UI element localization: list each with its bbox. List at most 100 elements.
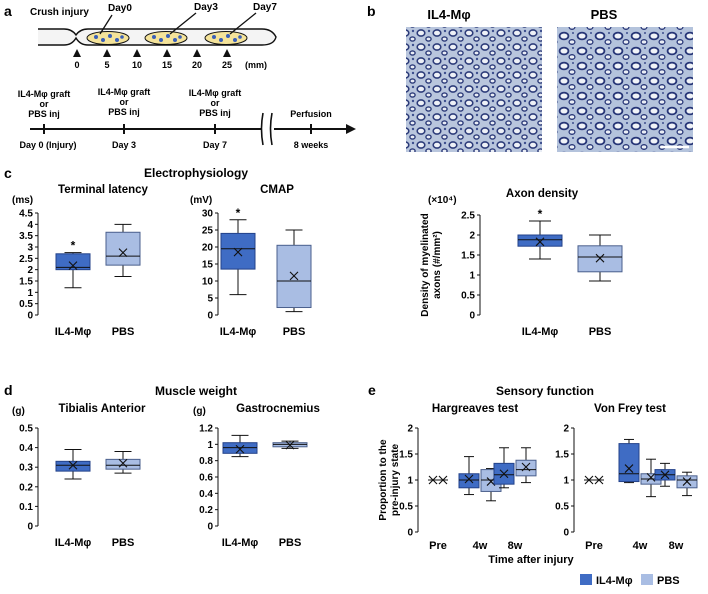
micrograph-il4	[406, 27, 542, 152]
axis-unit-label: (g)	[193, 406, 206, 417]
y-tick-label: 0	[207, 522, 213, 533]
significance-star: *	[538, 207, 543, 221]
axis-unit-label: (mV)	[190, 195, 212, 206]
y-axis-label: pre-injury state	[390, 443, 401, 516]
mean-marker	[438, 475, 448, 485]
y-tick-label: 0.4	[19, 443, 33, 454]
y-tick-label: 2.5	[461, 211, 475, 222]
y-tick-label: 20	[202, 243, 214, 254]
chart-von-frey: Von Frey test 0 0.5 1 1.5 2 Pre 4w 8w	[555, 403, 698, 552]
y-tick-label: 0.5	[461, 291, 475, 302]
chart-title: Hargreaves test	[432, 403, 518, 415]
y-tick-label: 0.5	[19, 299, 33, 310]
graft-sites	[86, 31, 248, 45]
panel-label-c: c	[4, 165, 12, 181]
chart-hargreaves: Hargreaves test 0 0.5 1 1.5 2 Proportion to th…	[378, 403, 575, 566]
event-day: Day 0 (Injury)	[19, 140, 76, 150]
x-category-label: IL4-Mφ	[55, 537, 92, 549]
x-category-label: Pre	[585, 540, 603, 552]
event-line: or	[211, 98, 220, 108]
y-axis-label: axons (#/mm²)	[432, 231, 443, 299]
x-category-label: IL4-Mφ	[222, 537, 259, 549]
mean-marker	[584, 475, 594, 485]
mean-marker	[464, 474, 474, 484]
y-tick-label: 0	[27, 522, 33, 533]
legend-label-il4: IL4-Mφ	[596, 575, 633, 587]
y-tick-label: 1.5	[19, 277, 33, 288]
timeline-break	[260, 112, 273, 146]
mean-marker	[285, 440, 295, 450]
box-iqr	[458, 473, 480, 489]
legend-label-pbs: PBS	[657, 575, 680, 587]
panel-label-b: b	[367, 3, 376, 19]
y-tick-label: 2	[469, 231, 475, 242]
chart-title: Terminal latency	[58, 184, 149, 196]
x-category-label: PBS	[112, 537, 135, 549]
x-category-label: PBS	[112, 326, 135, 338]
y-tick-label: 10	[202, 277, 214, 288]
panel-label-e: e	[368, 382, 376, 398]
mm-tick: 25	[222, 60, 232, 70]
y-tick-label: 1	[469, 271, 475, 282]
legend: IL4-Mφ PBS	[580, 574, 680, 587]
x-category-label: IL4-Mφ	[220, 326, 257, 338]
event-line: IL4-Mφ graft	[98, 87, 150, 97]
y-tick-label: 0	[563, 528, 569, 539]
event-line: or	[40, 99, 49, 109]
section-title-muscle: Muscle weight	[155, 384, 237, 398]
y-tick-label: 0.5	[555, 502, 569, 513]
y-tick-label: 0	[207, 311, 213, 322]
nerve-schematic: Crush injury Day0 Day3 Day7	[30, 2, 277, 70]
mean-marker	[624, 464, 634, 473]
box-iqr	[55, 253, 91, 271]
section-title-electro: Electrophysiology	[144, 166, 248, 180]
y-tick-label: 30	[202, 209, 214, 220]
y-tick-label: 5	[207, 294, 213, 305]
injection-needles	[99, 12, 257, 35]
chart-title: CMAP	[260, 184, 294, 196]
mean-marker	[118, 248, 128, 258]
y-tick-label: 0.5	[399, 502, 413, 513]
section-title-sensory: Sensory function	[496, 384, 594, 398]
y-tick-label: 0	[469, 311, 475, 322]
panel-label-a: a	[4, 3, 12, 19]
y-tick-label: 0	[27, 311, 33, 322]
y-tick-label: 2	[563, 424, 569, 435]
y-tick-label: 0	[407, 528, 413, 539]
x-category-label: PBS	[283, 326, 306, 338]
x-category-label: IL4-Mφ	[55, 326, 92, 338]
event-day: Day 3	[112, 140, 136, 150]
mean-marker	[521, 462, 531, 472]
axis-unit-label: (g)	[12, 406, 25, 417]
y-tick-label: 0.5	[19, 424, 33, 435]
y-tick-label: 15	[202, 260, 214, 271]
y-tick-label: 1	[407, 476, 413, 487]
y-axis-label: Density of myelinated	[420, 213, 431, 316]
micrograph-pbs	[557, 27, 693, 152]
mean-marker	[68, 460, 78, 470]
event-line: PBS inj	[199, 108, 231, 118]
chart-title: Axon density	[506, 188, 579, 200]
x-category-label: 8w	[508, 540, 523, 552]
chart-title: Von Frey test	[594, 403, 666, 415]
mm-tick: 5	[104, 60, 109, 70]
mean-marker	[428, 475, 438, 485]
x-category-label: 4w	[473, 540, 488, 552]
crush-injury-label: Crush injury	[30, 7, 89, 18]
x-category-label: Pre	[429, 540, 447, 552]
mean-marker	[233, 247, 243, 257]
y-tick-label: 4.5	[19, 209, 33, 220]
y-tick-label: 2.5	[19, 254, 33, 265]
y-tick-label: 0.4	[199, 489, 213, 500]
timeline-arrow	[346, 124, 356, 134]
box-iqr	[220, 232, 256, 270]
y-tick-label: 0.6	[199, 473, 213, 484]
chart-gastrocnemius: Gastrocnemius 0 0.2 0.4 0.6 0.8 1 1.2 (g) IL4-Mφ P…	[193, 403, 320, 549]
x-category-label: PBS	[279, 537, 302, 549]
mean-marker	[646, 473, 656, 482]
axis-scale-label: (×10⁴)	[428, 195, 457, 206]
micrograph-title-il4: IL4-Mφ	[427, 7, 470, 22]
micrograph-title-pbs: PBS	[591, 7, 618, 22]
event-line: IL4-Mφ graft	[189, 88, 241, 98]
y-tick-label: 1.5	[461, 251, 475, 262]
